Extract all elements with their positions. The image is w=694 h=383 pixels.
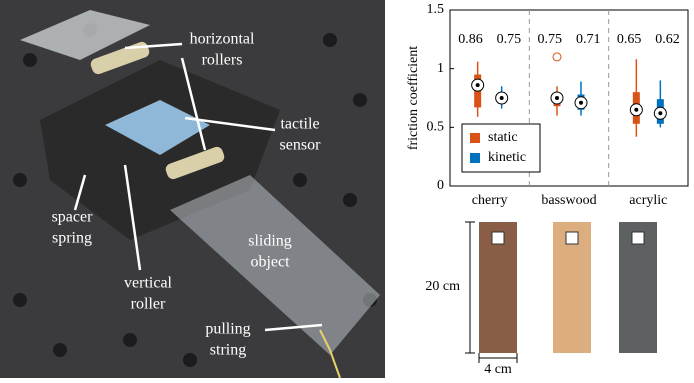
figure: horizontal rollers tactile sensor spacer spri… — [0, 0, 694, 378]
median-dot — [476, 83, 480, 87]
photo-label: vertical — [124, 275, 173, 292]
width-label: 4 cm — [484, 362, 512, 377]
median-dot — [579, 101, 583, 105]
legend-label: static — [488, 130, 518, 145]
value-label: 0.65 — [617, 32, 642, 47]
x-tick-label: basswood — [541, 193, 596, 208]
photo-label: tactile — [280, 116, 319, 133]
marker-tag — [632, 232, 644, 244]
photo-label: sliding — [248, 233, 292, 250]
outlier — [553, 53, 561, 61]
x-tick-label: cherry — [472, 193, 508, 208]
photo-label: sensor — [280, 137, 322, 154]
median-dot — [500, 96, 504, 100]
photo-label: horizontal — [190, 31, 255, 48]
photo-label: spring — [52, 230, 92, 247]
legend-label: kinetic — [488, 150, 526, 165]
y-tick-label: 1.5 — [427, 2, 445, 17]
photo-label: object — [250, 254, 290, 271]
legend-swatch — [470, 133, 480, 143]
median-dot — [658, 111, 662, 115]
value-label: 0.75 — [497, 32, 522, 47]
value-label: 0.86 — [458, 32, 483, 47]
y-tick-label: 0 — [437, 178, 444, 193]
value-label: 0.62 — [655, 32, 680, 47]
chart: 0 0.5 1 1.5 friction coefficient cherry basswo… — [406, 2, 688, 208]
x-tick-label: acrylic — [629, 193, 667, 208]
photo-label: pulling — [205, 321, 250, 338]
photo: horizontal rollers tactile sensor spacer spri… — [0, 0, 385, 378]
height-label: 20 cm — [425, 279, 460, 294]
photo-label: string — [210, 342, 246, 359]
marker-tag — [492, 232, 504, 244]
samples: 20 cm 4 cm — [425, 222, 657, 377]
median-dot — [555, 96, 559, 100]
median-dot — [634, 108, 638, 112]
photo-label: rollers — [202, 52, 243, 69]
y-tick-label: 1 — [437, 61, 444, 76]
photo-label: spacer — [52, 209, 94, 226]
y-tick-label: 0.5 — [427, 120, 445, 135]
y-axis-label: friction coefficient — [406, 46, 421, 150]
value-label: 0.75 — [538, 32, 563, 47]
photo-label: roller — [131, 296, 166, 313]
legend-swatch — [470, 153, 480, 163]
value-label: 0.71 — [576, 32, 601, 47]
marker-tag — [566, 232, 578, 244]
